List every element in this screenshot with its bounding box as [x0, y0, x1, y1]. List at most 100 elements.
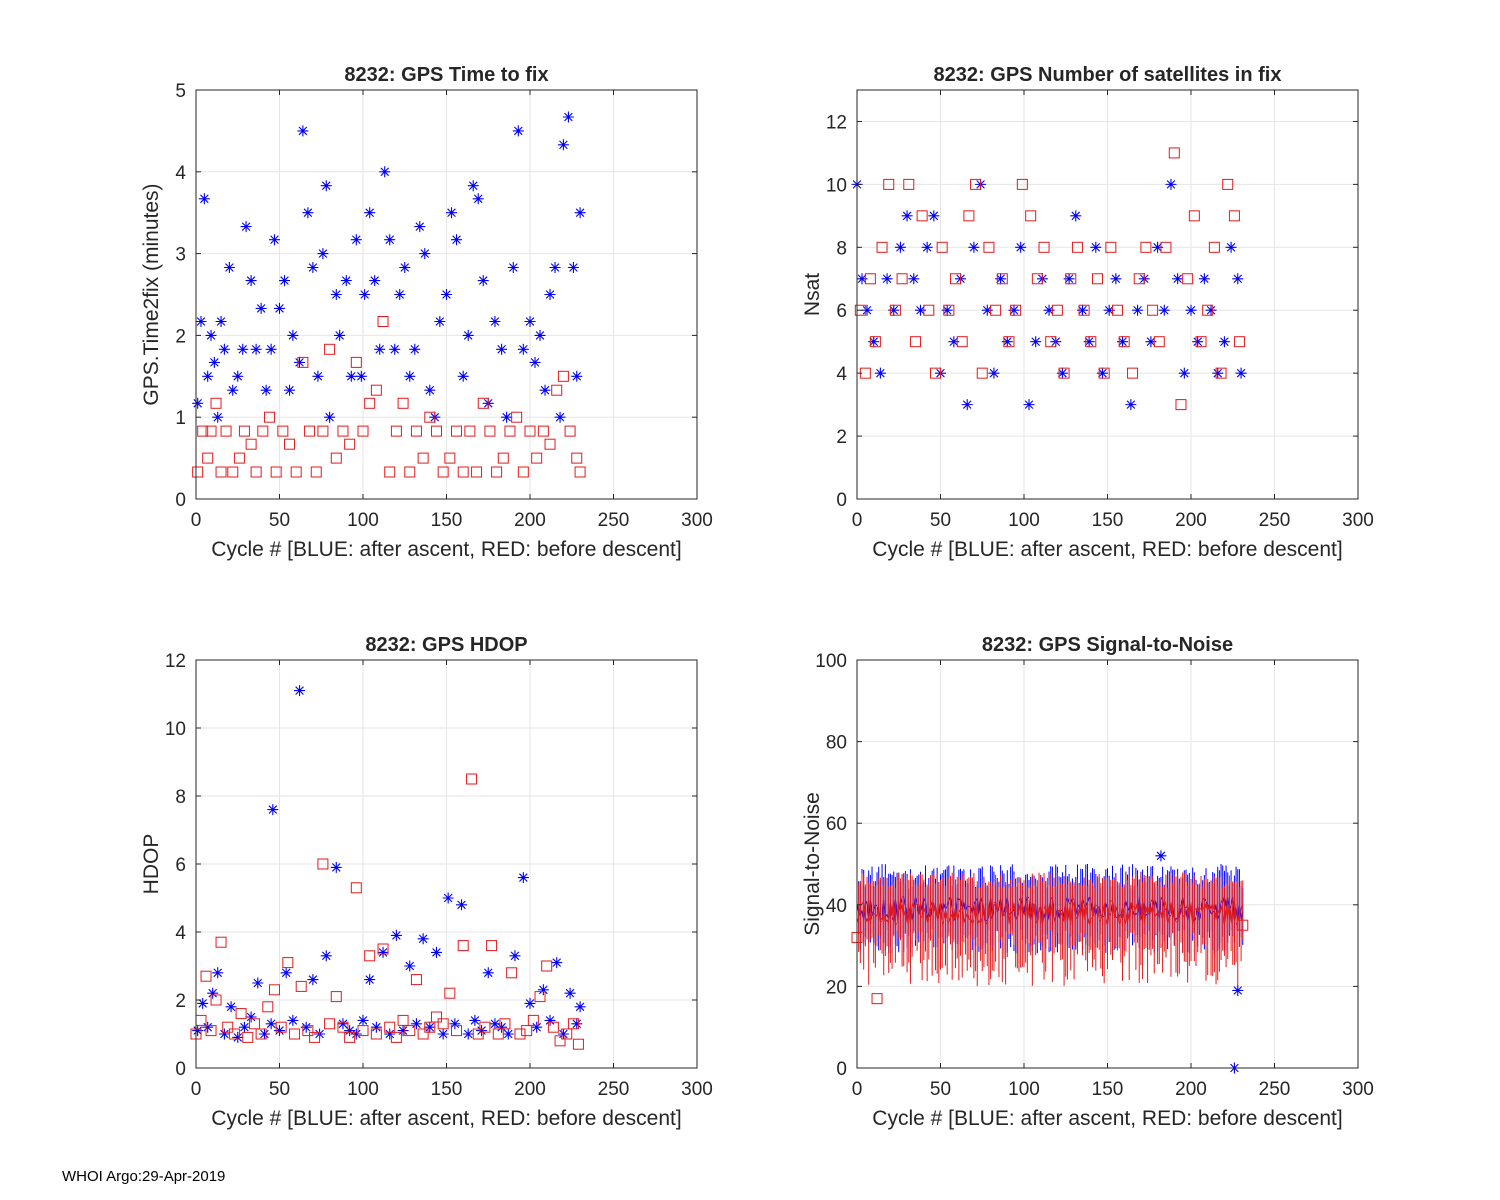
data-point: [215, 936, 227, 948]
data-point: [1003, 336, 1015, 348]
data-point: [225, 1001, 237, 1013]
data-point: [567, 262, 579, 274]
data-point: [409, 343, 421, 355]
data-point: [968, 241, 980, 253]
data-point: [267, 804, 279, 816]
footer-stamp: WHOI Argo:29-Apr-2019: [62, 1168, 226, 1185]
chart-title: 8232: GPS Time to fix: [344, 64, 548, 86]
data-point: [1117, 336, 1129, 348]
data-point: [357, 1025, 369, 1037]
data-point: [215, 466, 227, 478]
data-point: [916, 210, 928, 222]
data-point: [943, 304, 955, 316]
data-point: [202, 370, 214, 382]
data-point: [564, 987, 576, 999]
series-line: [856, 900, 1244, 927]
data-point: [534, 329, 546, 341]
data-point: [350, 882, 362, 894]
data-point: [228, 1028, 240, 1040]
x-tick-label: 250: [598, 510, 630, 531]
data-point: [1185, 304, 1197, 316]
data-point: [507, 262, 519, 274]
data-point: [227, 466, 239, 478]
data-point: [205, 425, 217, 437]
data-point: [496, 343, 508, 355]
x-tick-label: 200: [514, 510, 546, 531]
data-point: [195, 315, 207, 327]
data-point: [260, 384, 272, 396]
x-tick-label: 50: [269, 510, 290, 531]
data-point: [1222, 178, 1234, 190]
data-point: [1051, 304, 1063, 316]
data-point: [457, 940, 469, 952]
data-point: [1118, 336, 1130, 348]
x-tick-label: 150: [1092, 1079, 1124, 1100]
y-tick-label: 2: [175, 991, 186, 1012]
data-point: [1172, 273, 1184, 285]
data-point: [888, 304, 900, 316]
data-point: [240, 221, 252, 233]
data-point: [307, 262, 319, 274]
data-point: [265, 343, 277, 355]
data-point: [950, 273, 962, 285]
series-before-descent: [851, 872, 1249, 1005]
data-point: [430, 425, 442, 437]
x-tick-label: 250: [1259, 1079, 1291, 1100]
y-tick-label: 8: [175, 787, 186, 808]
y-tick-label: 100: [815, 651, 847, 672]
data-point: [1192, 336, 1204, 348]
data-point: [1058, 367, 1070, 379]
data-point: [258, 1028, 270, 1040]
data-point: [1008, 304, 1020, 316]
x-tick-label: 300: [681, 1079, 713, 1100]
data-point: [384, 466, 396, 478]
data-point: [1025, 210, 1037, 222]
data-point: [1168, 147, 1180, 159]
data-point: [404, 370, 416, 382]
data-point: [238, 425, 250, 437]
chart-title: 8232: GPS HDOP: [365, 634, 527, 656]
data-point: [861, 304, 873, 316]
data-point: [263, 411, 275, 423]
data-point: [571, 452, 583, 464]
data-point: [317, 248, 329, 260]
data-point: [390, 929, 402, 941]
data-point: [399, 262, 411, 274]
data-point: [205, 329, 217, 341]
data-point: [1010, 304, 1022, 316]
x-tick-label: 300: [1342, 1079, 1374, 1100]
data-point: [222, 1021, 234, 1033]
data-point: [512, 125, 524, 137]
data-point: [489, 1018, 501, 1030]
x-tick-label: 100: [1008, 1079, 1040, 1100]
data-point: [1112, 304, 1124, 316]
y-tick-label: 4: [175, 923, 186, 944]
data-point: [903, 178, 915, 190]
data-point: [1043, 304, 1055, 316]
data-point: [220, 425, 232, 437]
data-point: [277, 425, 289, 437]
data-point: [1202, 304, 1214, 316]
data-point: [457, 370, 469, 382]
data-point: [337, 425, 349, 437]
data-point: [881, 273, 893, 285]
data-point: [1030, 336, 1042, 348]
data-point: [192, 466, 204, 478]
y-tick-label: 40: [826, 896, 847, 917]
data-point: [444, 452, 456, 464]
data-point: [571, 370, 583, 382]
y-axis-label: HDOP: [140, 834, 163, 895]
data-point: [330, 289, 342, 300]
y-tick-label: 0: [175, 490, 186, 511]
data-point: [889, 304, 901, 316]
data-point: [210, 397, 222, 409]
data-point: [517, 872, 529, 884]
y-tick-label: 0: [175, 1059, 186, 1080]
y-tick-label: 20: [826, 977, 847, 998]
data-point: [369, 275, 381, 287]
data-point: [868, 336, 880, 348]
data-point: [567, 1018, 579, 1030]
data-point: [309, 1031, 321, 1043]
data-point: [876, 241, 888, 253]
data-point: [517, 343, 529, 355]
